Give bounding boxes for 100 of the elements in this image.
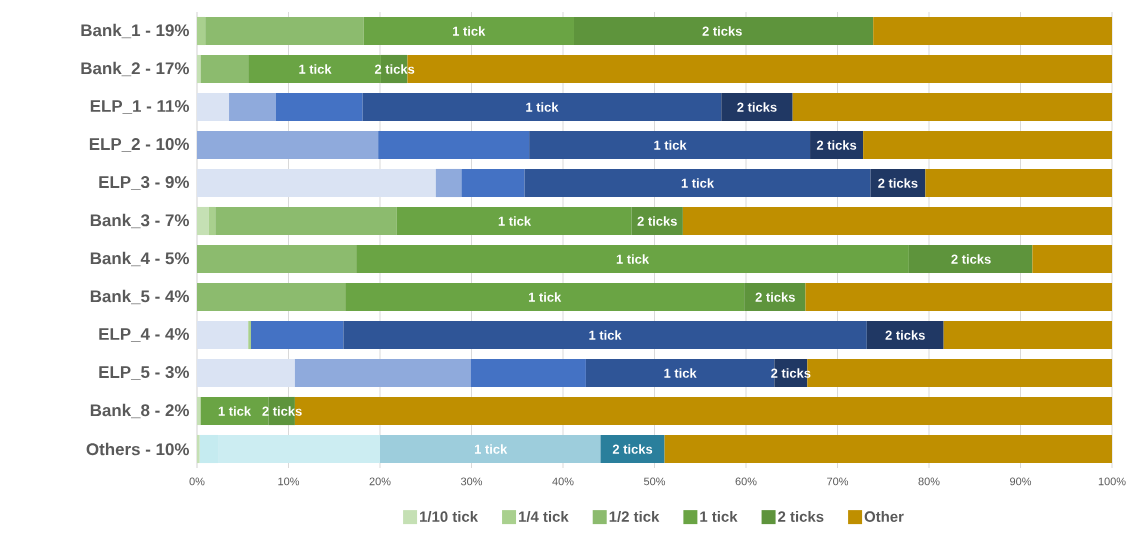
bar (205, 16, 364, 46)
bar (197, 434, 200, 464)
legend-label: 2 ticks (778, 510, 824, 522)
x-tick-label: 70% (827, 477, 849, 486)
bar (461, 168, 525, 198)
x-tick-label: 60% (735, 477, 757, 486)
x-tick-label: 90% (1010, 477, 1032, 486)
annotation: 1 tick (453, 26, 486, 36)
annotation: 1 tick (664, 368, 697, 378)
annotation: 1 tick (218, 406, 252, 416)
bar (197, 396, 201, 426)
bar (200, 54, 249, 84)
y-tick-label: Bank_1 - 19% (81, 23, 189, 39)
x-tick-label: 80% (918, 477, 940, 486)
annotation: 2 ticks (737, 102, 777, 112)
annotation: 1 tick (589, 330, 622, 340)
bar (197, 16, 206, 46)
annotation: 1 tick (616, 254, 650, 264)
x-tick-label: 20% (369, 477, 391, 486)
y-tick-label: ELP_1 - 11% (90, 100, 190, 114)
annotation: 2 ticks (816, 140, 857, 150)
annotation: 2 ticks (878, 178, 918, 188)
annotation: 1 tick (526, 102, 559, 112)
bar (356, 244, 909, 274)
annotation: 2 ticks (374, 64, 415, 74)
bar (197, 54, 201, 84)
bar (294, 358, 471, 388)
annotation: 1 tick (474, 444, 508, 454)
bar (250, 320, 344, 350)
bar (870, 168, 926, 198)
bar (275, 92, 363, 122)
legend-label: Other (864, 510, 904, 522)
annotation: 1 tick (528, 292, 562, 302)
x-tick-label: 40% (552, 477, 574, 486)
bar (215, 206, 397, 236)
annotation: 1 tick (299, 64, 332, 74)
bar (208, 206, 216, 236)
legend-label: 1/10 tick (420, 510, 479, 523)
x-tick-label: 10% (278, 477, 300, 486)
bar (197, 358, 295, 388)
bar (197, 244, 357, 274)
bar (362, 92, 722, 122)
bar (470, 358, 586, 388)
annotation: 2 ticks (951, 254, 991, 264)
x-tick-label: 30% (460, 477, 483, 486)
x-tick-label: 100% (1098, 477, 1126, 486)
bar (248, 54, 381, 84)
bar (200, 396, 269, 426)
legend-label: 1 tick (700, 510, 738, 522)
bar (248, 320, 251, 350)
bar (925, 168, 1113, 198)
bar (524, 168, 871, 198)
annotation: 1 tick (654, 140, 687, 150)
y-tick-label: ELP_5 - 3% (99, 366, 190, 380)
annotation: 2 ticks (755, 292, 795, 302)
bar (345, 282, 745, 312)
bar (197, 130, 379, 160)
y-tick-label: Bank_2 - 17% (81, 61, 189, 77)
annotation: 1 tick (681, 178, 715, 188)
bar (866, 320, 944, 350)
bar (197, 92, 230, 122)
bar (197, 206, 209, 236)
bar (197, 282, 346, 312)
annotation: 2 ticks (885, 330, 925, 340)
bar (343, 320, 867, 350)
x-tick-label: 50% (643, 477, 666, 486)
bar (792, 92, 1113, 122)
bar (721, 92, 793, 122)
annotation: 2 ticks (262, 406, 302, 416)
bar (197, 168, 436, 198)
bar (573, 16, 874, 46)
bar (378, 130, 530, 160)
legend-label: 1/4 tick (518, 510, 569, 523)
bar (873, 16, 1113, 46)
y-tick-label: Bank_3 - 7% (90, 213, 190, 229)
y-tick-label: ELP_3 - 9% (99, 176, 190, 190)
bar (664, 434, 1113, 464)
bar (396, 206, 632, 236)
y-tick-label: ELP_2 - 10% (89, 138, 190, 152)
annotation: 1 tick (498, 216, 532, 226)
bar (744, 282, 806, 312)
bar (380, 434, 601, 464)
bar (1032, 244, 1113, 274)
bar (908, 244, 1033, 274)
y-tick-label: Others - 10% (86, 442, 190, 456)
y-tick-label: Bank_5 - 4% (90, 289, 190, 305)
bar (435, 168, 462, 198)
bar (863, 130, 1113, 160)
x-tick-label: 0% (189, 477, 205, 486)
bar (197, 320, 249, 350)
bar (943, 320, 1113, 350)
bar (682, 206, 1113, 236)
annotation: 2 ticks (612, 444, 653, 454)
y-tick-label: ELP_4 - 4% (99, 328, 190, 342)
legend-label: 1/2 tick (609, 510, 660, 523)
bar (363, 16, 574, 46)
bar (600, 434, 665, 464)
bar (805, 282, 1113, 312)
bar (229, 92, 276, 122)
y-tick-label: Bank_4 - 5% (90, 251, 190, 267)
